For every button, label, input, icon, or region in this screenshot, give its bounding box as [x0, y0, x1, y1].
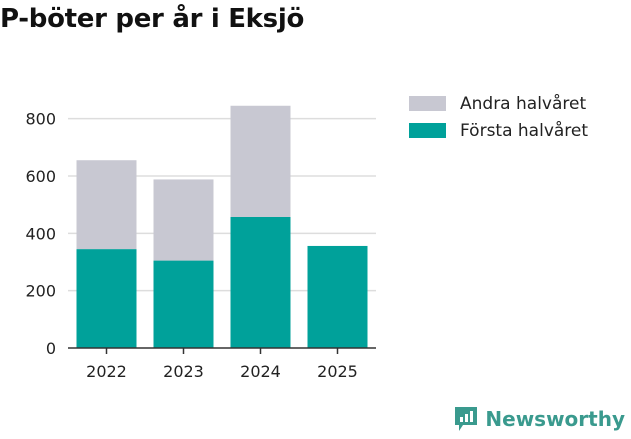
bar-2024-andra[interactable] [230, 105, 291, 217]
bar-2025-forsta[interactable] [307, 245, 368, 348]
legend-label-forsta: Första halvåret [460, 120, 589, 141]
legend: Andra halvåret Första halvåret [409, 90, 588, 144]
x-tick-label-2025: 2025 [317, 362, 358, 381]
newsworthy-logo-icon [455, 407, 478, 431]
y-axis: 0 200 400 600 800 [25, 110, 56, 358]
legend-swatch-andra [409, 96, 446, 111]
x-tick-label-2024: 2024 [240, 362, 281, 381]
bar-2023-andra[interactable] [153, 179, 214, 261]
legend-item-andra-halvaret[interactable]: Andra halvåret [409, 90, 588, 117]
legend-swatch-forsta [409, 123, 446, 138]
brand-name: Newsworthy [485, 407, 625, 431]
y-tick-label-0: 0 [46, 339, 56, 358]
x-tick-label-2023: 2023 [163, 362, 204, 381]
y-tick-label-200: 200 [25, 282, 56, 301]
y-tick-label-600: 600 [25, 167, 56, 186]
legend-item-forsta-halvaret[interactable]: Första halvåret [409, 117, 588, 144]
y-tick-label-400: 400 [25, 224, 56, 243]
bar-2023-forsta[interactable] [153, 260, 214, 348]
y-tick-label-800: 800 [25, 110, 56, 129]
bar-2022-forsta[interactable] [76, 249, 137, 348]
legend-label-andra: Andra halvåret [460, 93, 587, 114]
bar-2024-forsta[interactable] [230, 216, 291, 348]
brand-logo[interactable]: Newsworthy [453, 405, 625, 433]
bars [76, 105, 368, 348]
x-axis: 2022 2023 2024 2025 [68, 347, 376, 381]
bar-2022-andra[interactable] [76, 160, 137, 250]
chart-title: P-böter per år i Eksjö [0, 4, 305, 34]
x-tick-label-2022: 2022 [86, 362, 127, 381]
